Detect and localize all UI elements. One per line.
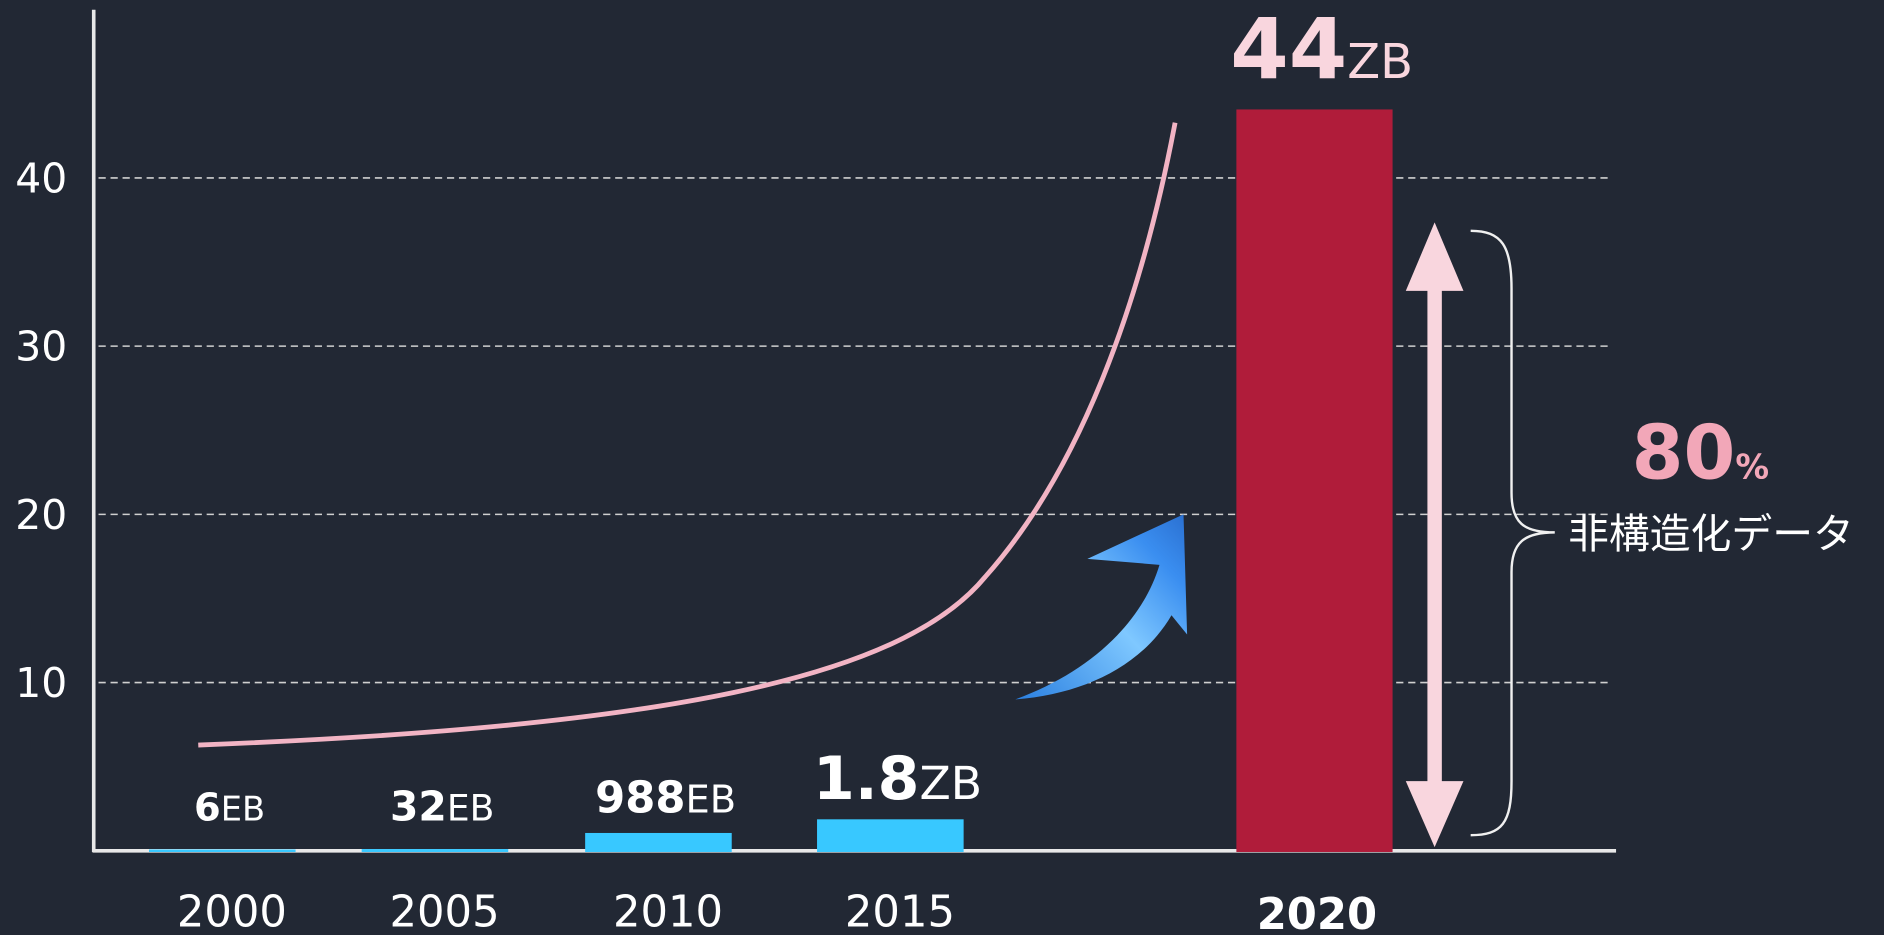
bar (361, 849, 509, 852)
x-tick-label: 2005 (390, 887, 500, 935)
bar (817, 819, 964, 852)
y-tick-label: 30 (15, 323, 67, 371)
bar (585, 832, 732, 852)
growth-curve (198, 122, 1178, 748)
x-tick-label: 2010 (613, 887, 723, 935)
y-tick-label: 10 (15, 659, 67, 707)
y-tick-label: 40 (15, 154, 67, 202)
percent-annotation: 80% (1632, 409, 1769, 496)
bar (1236, 109, 1393, 852)
range-arrow (1405, 222, 1464, 848)
value-label: 32EB (390, 783, 494, 831)
brace (1470, 229, 1555, 837)
x-tick-label: 2020 (1257, 890, 1377, 935)
x-tick-label: 2000 (177, 887, 287, 935)
unstructured-label: 非構造化データ (1568, 510, 1854, 558)
y-tick-label: 20 (15, 491, 67, 539)
value-label: 44ZB (1230, 0, 1413, 98)
value-label: 6EB (194, 786, 265, 831)
value-label: 1.8ZB (813, 744, 982, 814)
value-label: 988EB (595, 774, 736, 824)
x-tick-label: 2015 (845, 887, 955, 935)
growth-arrow (1015, 514, 1188, 700)
